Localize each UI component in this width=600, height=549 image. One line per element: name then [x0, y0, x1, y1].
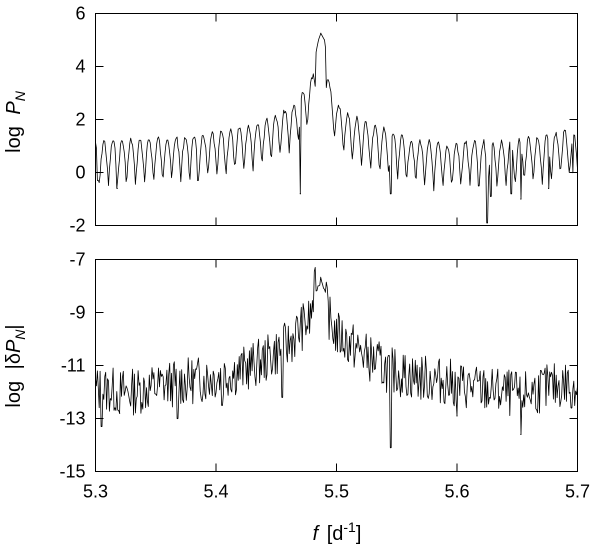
series-dip-point [281, 396, 283, 398]
top-y-axis-title: log PN [3, 90, 28, 153]
x-axis-title: f [d-1] [313, 519, 362, 545]
series-peak-point [320, 32, 322, 34]
top-plot-frame [95, 13, 578, 226]
y-tick-label: 0 [75, 163, 85, 183]
bottom-plot-frame [95, 259, 578, 472]
series-dip-point [547, 187, 550, 189]
x-tick-label: 5.5 [324, 482, 349, 502]
bottom-y-axis: -15 -13 -11 -9 -7 [59, 250, 578, 482]
x-tick-label: 5.6 [444, 482, 469, 502]
top-panel: -2 0 2 4 6 log PN [3, 4, 578, 236]
series-dip-point [97, 179, 99, 182]
series-dip-point [100, 425, 103, 428]
bottom-series-dips [100, 278, 573, 449]
top-y-axis: -2 0 2 4 6 [69, 4, 578, 236]
y-tick-label: -15 [59, 462, 85, 482]
series-dip-point [456, 415, 458, 417]
y-tick-label: -11 [61, 356, 86, 376]
y-tick-label: 2 [75, 110, 85, 130]
top-series-line [95, 33, 578, 224]
series-peak-point [320, 278, 322, 280]
y-tick-label: -9 [69, 303, 85, 323]
series-dip-point [116, 187, 118, 189]
series-dip-point [299, 193, 301, 195]
series-dip-point [520, 433, 522, 435]
series-dip-point [221, 404, 223, 406]
y-tick-label: -7 [69, 250, 85, 270]
bottom-panel: -15-13-11-9-7 5.3 5.4 5.5 5.6 5.7 log |δPN| … [3, 250, 590, 546]
series-dip-point [176, 417, 179, 420]
series-dip-point [478, 185, 480, 187]
y-tick-label: -2 [69, 216, 85, 236]
series-dip-point [390, 447, 392, 449]
y-tick-label: 4 [75, 57, 85, 77]
series-dip-point [119, 412, 121, 414]
series-dip-point [510, 193, 512, 195]
series-dip-point [570, 407, 573, 409]
y-tick-label: 6 [75, 4, 85, 24]
series-dip-point [572, 171, 574, 174]
series-dip-point [490, 195, 492, 197]
series-dip-point [390, 193, 392, 195]
top-series-dips [97, 32, 574, 224]
top-x-axis [95, 13, 578, 226]
x-tick-label: 5.4 [203, 482, 228, 502]
series-dip-point [520, 198, 522, 200]
series-dip-point [486, 222, 488, 224]
x-tick-label: 5.7 [565, 482, 590, 502]
series-dip-point [197, 179, 199, 182]
x-tick-label: 5.3 [83, 482, 108, 502]
bottom-series-line [95, 267, 578, 448]
y-tick-label: -13 [59, 409, 85, 429]
bottom-x-axis: 5.3 5.4 5.5 5.6 5.7 [83, 259, 590, 502]
bottom-y-axis-title: log |δPN| [3, 324, 28, 407]
